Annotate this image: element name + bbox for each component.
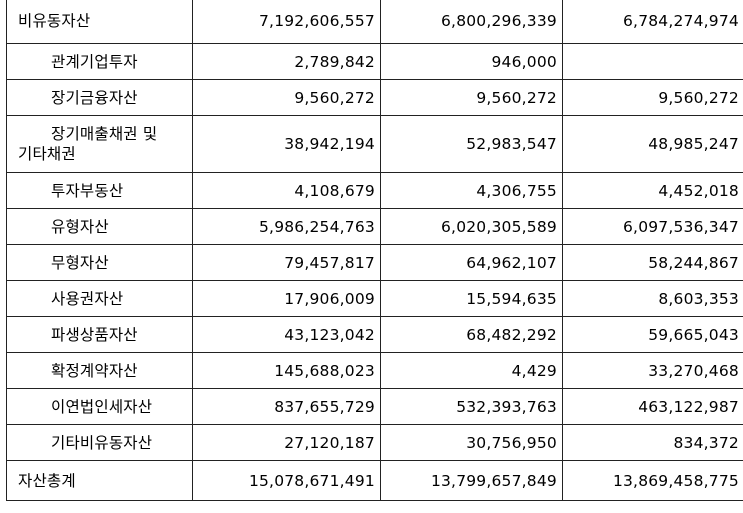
value-period-1: 17,906,009	[192, 280, 381, 317]
value-period-2: 52,983,547	[380, 115, 563, 173]
value-period-1: 145,688,023	[192, 352, 381, 389]
row-label: 확정계약자산	[6, 352, 193, 389]
table-row-derivative-assets: 파생상품자산 43,123,042 68,482,292 59,665,043	[6, 316, 743, 353]
row-label: 장기매출채권 및 기타채권	[6, 115, 193, 173]
value-period-2: 6,800,296,339	[380, 0, 563, 44]
row-label: 관계기업투자	[6, 43, 193, 80]
value-period-3: 59,665,043	[562, 316, 743, 353]
value-period-1: 2,789,842	[192, 43, 381, 80]
row-label: 사용권자산	[6, 280, 193, 317]
table-row-investment-property: 투자부동산 4,108,679 4,306,755 4,452,018	[6, 172, 743, 209]
row-label: 이연법인세자산	[6, 388, 193, 425]
value-period-1: 9,560,272	[192, 79, 381, 116]
row-label: 자산총계	[6, 460, 193, 501]
value-period-1: 7,192,606,557	[192, 0, 381, 44]
value-period-3: 4,452,018	[562, 172, 743, 209]
row-label: 기타비유동자산	[6, 424, 193, 461]
value-period-3: 6,097,536,347	[562, 208, 743, 245]
value-period-3: 834,372	[562, 424, 743, 461]
value-period-3	[562, 43, 743, 80]
value-period-1: 837,655,729	[192, 388, 381, 425]
row-label-line-1: 장기매출채권 및	[51, 125, 158, 143]
row-label: 파생상품자산	[6, 316, 193, 353]
table-row-long-term-receivables: 장기매출채권 및 기타채권 38,942,194 52,983,547 48,9…	[6, 115, 743, 173]
value-period-2: 68,482,292	[380, 316, 563, 353]
row-label: 무형자산	[6, 244, 193, 281]
value-period-1: 5,986,254,763	[192, 208, 381, 245]
value-period-1: 79,457,817	[192, 244, 381, 281]
row-label: 투자부동산	[6, 172, 193, 209]
table-row-right-of-use-assets: 사용권자산 17,906,009 15,594,635 8,603,353	[6, 280, 743, 317]
value-period-2: 15,594,635	[380, 280, 563, 317]
table-row-firm-commitment-assets: 확정계약자산 145,688,023 4,429 33,270,468	[6, 352, 743, 389]
value-period-1: 15,078,671,491	[192, 460, 381, 501]
table-row-noncurrent-assets: 비유동자산 7,192,606,557 6,800,296,339 6,784,…	[6, 0, 743, 44]
value-period-3: 463,122,987	[562, 388, 743, 425]
row-label: 장기금융자산	[6, 79, 193, 116]
value-period-2: 532,393,763	[380, 388, 563, 425]
value-period-2: 9,560,272	[380, 79, 563, 116]
value-period-3: 6,784,274,974	[562, 0, 743, 44]
value-period-2: 6,020,305,589	[380, 208, 563, 245]
value-period-3: 48,985,247	[562, 115, 743, 173]
value-period-3: 8,603,353	[562, 280, 743, 317]
value-period-2: 946,000	[380, 43, 563, 80]
value-period-1: 4,108,679	[192, 172, 381, 209]
balance-sheet-table: 비유동자산 7,192,606,557 6,800,296,339 6,784,…	[6, 0, 743, 501]
value-period-2: 64,962,107	[380, 244, 563, 281]
value-period-2: 4,306,755	[380, 172, 563, 209]
value-period-2: 30,756,950	[380, 424, 563, 461]
value-period-3: 58,244,867	[562, 244, 743, 281]
table-row-intangible-assets: 무형자산 79,457,817 64,962,107 58,244,867	[6, 244, 743, 281]
table-row-investments-in-associates: 관계기업투자 2,789,842 946,000	[6, 43, 743, 80]
value-period-2: 4,429	[380, 352, 563, 389]
row-label: 유형자산	[6, 208, 193, 245]
value-period-1: 43,123,042	[192, 316, 381, 353]
table-row-total-assets: 자산총계 15,078,671,491 13,799,657,849 13,86…	[6, 460, 743, 501]
value-period-1: 27,120,187	[192, 424, 381, 461]
table-row-other-noncurrent-assets: 기타비유동자산 27,120,187 30,756,950 834,372	[6, 424, 743, 461]
table-row-long-term-financial-assets: 장기금융자산 9,560,272 9,560,272 9,560,272	[6, 79, 743, 116]
row-label: 비유동자산	[6, 0, 193, 44]
value-period-3: 13,869,458,775	[562, 460, 743, 501]
table-row-tangible-assets: 유형자산 5,986,254,763 6,020,305,589 6,097,5…	[6, 208, 743, 245]
value-period-1: 38,942,194	[192, 115, 381, 173]
value-period-3: 9,560,272	[562, 79, 743, 116]
value-period-2: 13,799,657,849	[380, 460, 563, 501]
value-period-3: 33,270,468	[562, 352, 743, 389]
table-row-deferred-tax-assets: 이연법인세자산 837,655,729 532,393,763 463,122,…	[6, 388, 743, 425]
row-label-line-2: 기타채권	[18, 145, 76, 163]
